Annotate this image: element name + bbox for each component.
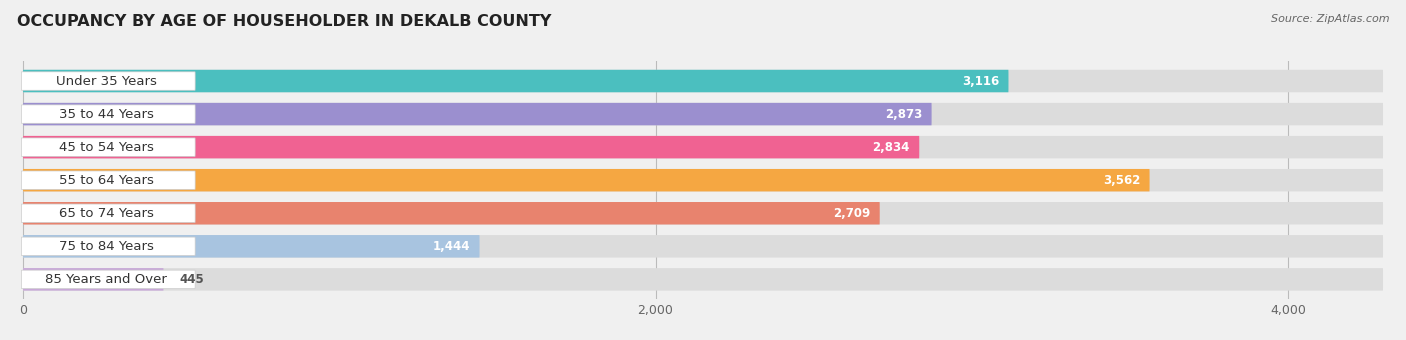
FancyBboxPatch shape	[21, 237, 195, 256]
Text: 75 to 84 Years: 75 to 84 Years	[59, 240, 153, 253]
FancyBboxPatch shape	[21, 204, 195, 222]
FancyBboxPatch shape	[22, 169, 1150, 191]
FancyBboxPatch shape	[22, 268, 1384, 291]
FancyBboxPatch shape	[21, 105, 195, 123]
Text: 445: 445	[180, 273, 204, 286]
Text: 35 to 44 Years: 35 to 44 Years	[59, 107, 153, 121]
Text: Under 35 Years: Under 35 Years	[56, 74, 157, 87]
FancyBboxPatch shape	[22, 70, 1008, 92]
Text: 2,873: 2,873	[884, 107, 922, 121]
FancyBboxPatch shape	[22, 202, 880, 224]
Text: 65 to 74 Years: 65 to 74 Years	[59, 207, 153, 220]
FancyBboxPatch shape	[22, 268, 163, 291]
Text: 2,834: 2,834	[873, 141, 910, 154]
Text: 1,444: 1,444	[433, 240, 470, 253]
Text: 3,116: 3,116	[962, 74, 1000, 87]
FancyBboxPatch shape	[22, 169, 1384, 191]
FancyBboxPatch shape	[22, 235, 479, 258]
FancyBboxPatch shape	[22, 202, 1384, 224]
Text: 45 to 54 Years: 45 to 54 Years	[59, 141, 153, 154]
FancyBboxPatch shape	[21, 270, 195, 289]
FancyBboxPatch shape	[22, 70, 1384, 92]
FancyBboxPatch shape	[21, 171, 195, 189]
FancyBboxPatch shape	[22, 103, 932, 125]
FancyBboxPatch shape	[22, 235, 1384, 258]
Text: Source: ZipAtlas.com: Source: ZipAtlas.com	[1271, 14, 1389, 23]
FancyBboxPatch shape	[22, 103, 1384, 125]
Text: 2,709: 2,709	[834, 207, 870, 220]
Text: 55 to 64 Years: 55 to 64 Years	[59, 174, 153, 187]
FancyBboxPatch shape	[21, 72, 195, 90]
Text: 3,562: 3,562	[1102, 174, 1140, 187]
FancyBboxPatch shape	[22, 136, 920, 158]
FancyBboxPatch shape	[21, 138, 195, 156]
Text: 85 Years and Over: 85 Years and Over	[45, 273, 167, 286]
FancyBboxPatch shape	[22, 136, 1384, 158]
Text: OCCUPANCY BY AGE OF HOUSEHOLDER IN DEKALB COUNTY: OCCUPANCY BY AGE OF HOUSEHOLDER IN DEKAL…	[17, 14, 551, 29]
